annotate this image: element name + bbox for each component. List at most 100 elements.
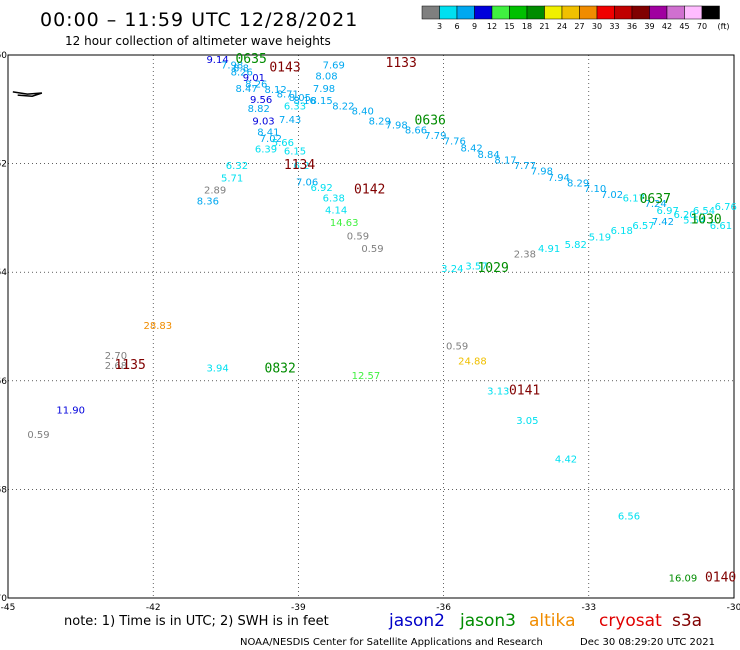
legend-label: 21 <box>539 22 549 31</box>
y-tick-label: -62 <box>0 160 7 170</box>
wave-height-value: 0.59 <box>446 341 468 352</box>
wave-height-value: 8.82 <box>248 104 270 115</box>
wave-height-value: 8.12 <box>265 85 287 96</box>
wave-height-value: 9.14 <box>206 55 228 66</box>
wave-height-value: 9.01 <box>243 73 265 84</box>
wave-height-value: 7.77 <box>514 161 536 172</box>
wave-height-value: 11.90 <box>56 405 85 416</box>
wave-height-value: 8.84 <box>477 150 499 161</box>
wave-height-value: 0.59 <box>27 430 49 441</box>
pass-time-label: 1134 <box>284 158 315 173</box>
wave-height-value: 2.89 <box>204 185 226 196</box>
wave-height-value: 7.43 <box>279 115 301 126</box>
wave-height-value: 8.8 <box>233 63 249 74</box>
x-tick-label: -42 <box>146 603 161 613</box>
wave-height-value: 6.92 <box>311 183 333 194</box>
pass-time-label: 0140 <box>705 571 736 586</box>
x-tick-label: -33 <box>581 603 596 613</box>
satellite-s3a: s3a <box>672 611 702 631</box>
wave-height-value: 8.08 <box>315 71 337 82</box>
wave-height-value: 8.47 <box>235 84 257 95</box>
wave-height-value: 6.61 <box>710 221 732 232</box>
wave-height-value: 5.19 <box>589 233 611 244</box>
wave-height-value: 5.82 <box>565 240 587 251</box>
pass-time-label: 0142 <box>354 182 385 197</box>
legend-label: 12 <box>487 22 497 31</box>
legend-label: 30 <box>592 22 602 31</box>
wave-height-value: 6.2 <box>294 161 310 172</box>
wave-height-value: 6.20 <box>674 210 696 221</box>
x-tick-label: -30 <box>727 603 740 613</box>
wave-height-value: 6.57 <box>632 221 654 232</box>
wave-height-value: 6.54 <box>693 206 715 217</box>
legend-swatch <box>684 5 703 20</box>
satellite-cryosat: cryosat <box>599 611 662 631</box>
wave-height-value: 2.38 <box>514 250 536 261</box>
legend-label: 18 <box>522 22 532 31</box>
wave-height-value: 6.18 <box>611 226 633 237</box>
coastline <box>12 91 43 98</box>
legend-swatch <box>544 5 563 20</box>
y-tick-label: -70 <box>0 594 7 604</box>
wave-height-value: 4.42 <box>555 454 577 465</box>
legend-swatch <box>421 5 440 20</box>
wave-height-value: 9.03 <box>252 117 274 128</box>
footer-credit: NOAA/NESDIS Center for Satellite Applica… <box>240 637 543 648</box>
wave-height-value: 7.10 <box>584 184 606 195</box>
legend-label: 39 <box>644 22 654 31</box>
legend-label: 24 <box>557 22 567 31</box>
wave-height-value: 0.59 <box>347 232 369 243</box>
legend-swatch <box>631 5 650 20</box>
legend-swatch <box>614 5 633 20</box>
wave-height-value: 7.06 <box>296 177 318 188</box>
wave-height-value: 8.26 <box>245 80 267 91</box>
wave-height-value: 9.56 <box>250 95 272 106</box>
wave-height-value: 6.33 <box>284 101 306 112</box>
wave-height-value: 8.05 <box>289 93 311 104</box>
wave-height-value: 7.79 <box>424 131 446 142</box>
wave-height-value: 8.29 <box>567 178 589 189</box>
legend-label: 70 <box>697 22 707 31</box>
legend-swatch <box>596 5 615 20</box>
wave-height-value: 8.26 <box>231 68 253 79</box>
wave-height-value: 8.15 <box>311 96 333 107</box>
wave-height-value: 3.05 <box>516 416 538 427</box>
legend-swatch <box>579 5 598 20</box>
wave-height-value: 3.24 <box>441 264 463 275</box>
wave-height-value: 4.91 <box>538 244 560 255</box>
wave-height-value: 7.24 <box>644 199 666 210</box>
wave-height-value: 8.40 <box>352 107 374 118</box>
wave-height-value: 0.59 <box>361 244 383 255</box>
legend-swatch <box>509 5 528 20</box>
pass-time-label: 1030 <box>690 212 721 227</box>
pass-time-label: 0832 <box>265 362 296 377</box>
map-title: 00:00 – 11:59 UTC 12/28/2021 <box>40 9 358 31</box>
wave-height-value: 7.02 <box>260 134 282 145</box>
wave-height-value: 12.57 <box>352 371 381 382</box>
pass-time-label: 1133 <box>386 56 417 71</box>
legend-swatch <box>649 5 668 20</box>
legend-label: 6 <box>454 22 459 31</box>
x-tick-label: -36 <box>436 603 451 613</box>
wave-height-value: 8.42 <box>461 144 483 155</box>
wave-height-value: 2.70 <box>105 351 127 362</box>
wave-height-value: 8.22 <box>332 101 354 112</box>
pass-time-label: 1135 <box>114 358 145 373</box>
y-tick-label: -68 <box>0 485 7 495</box>
wave-height-value: 7.02 <box>601 190 623 201</box>
plot-frame <box>7 54 735 599</box>
wave-height-value: 3.94 <box>206 364 228 375</box>
x-tick-label: -39 <box>291 603 306 613</box>
pass-time-label: 0141 <box>509 383 540 398</box>
axis-ticks: -45 -42 -39 -36 -33 -30 -60 -62 -64 -66 -68 -70 <box>0 51 740 613</box>
satellite-jason3: jason3 <box>459 611 516 631</box>
wave-height-value: 7.98 <box>386 120 408 131</box>
wave-height-value: 7.98 <box>313 84 335 95</box>
wave-height-value: 4.14 <box>325 206 347 217</box>
pass-time-label: 0143 <box>269 60 300 75</box>
pass-time-label: 1029 <box>477 261 508 276</box>
wave-height-value: 7.69 <box>323 61 345 72</box>
y-tick-label: -66 <box>0 377 7 387</box>
wave-height-value: 6.32 <box>226 161 248 172</box>
